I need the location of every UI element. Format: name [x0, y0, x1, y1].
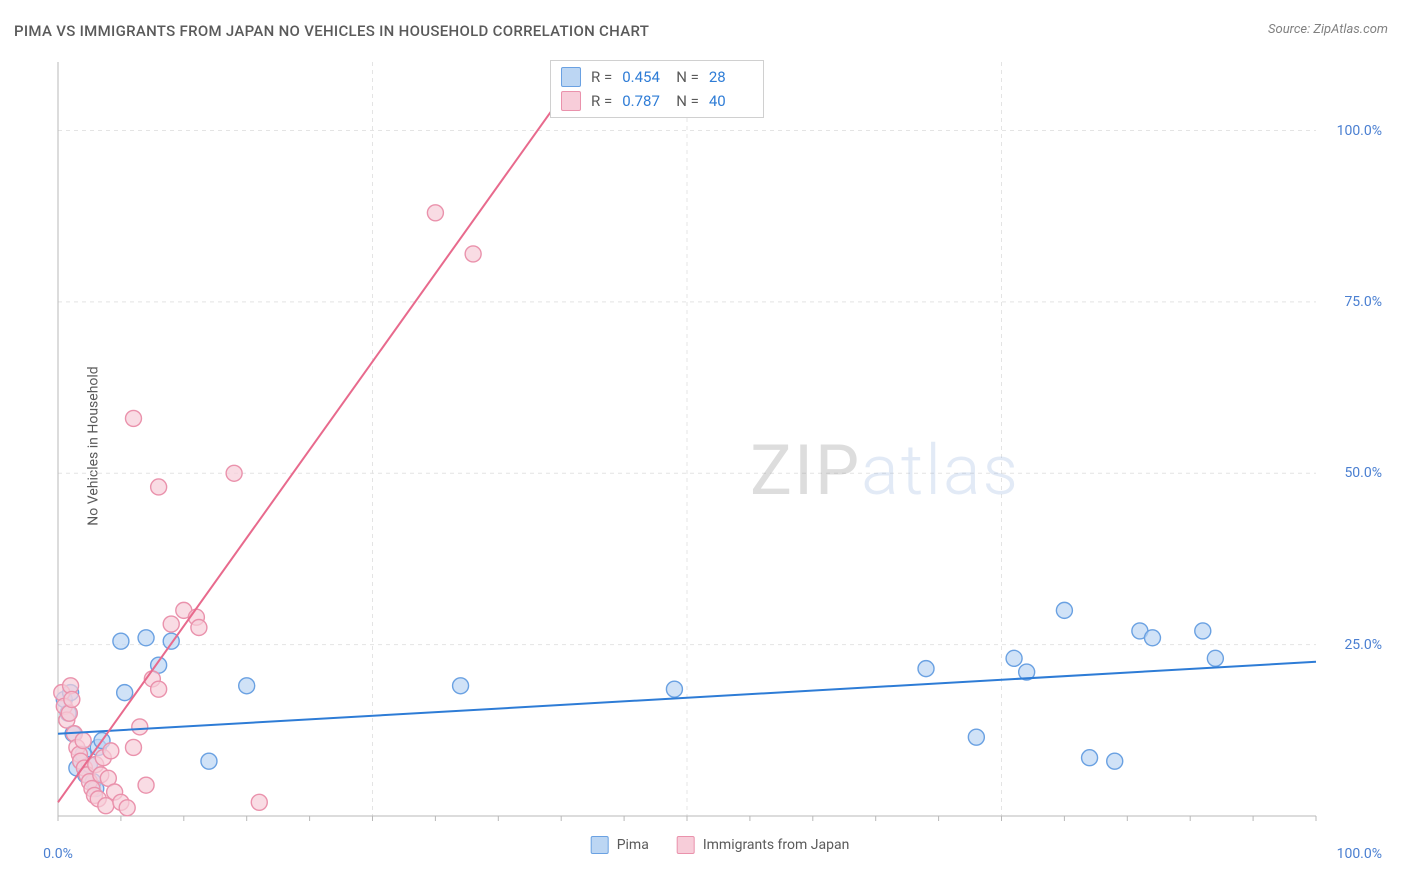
source-attribution: Source: ZipAtlas.com [1268, 22, 1388, 37]
y-axis-tick: 100.0% [1337, 123, 1382, 139]
legend-label: Pima [617, 837, 649, 853]
stat-n-value: 28 [709, 68, 753, 86]
legend-item: Pima [591, 836, 649, 854]
legend-label: Immigrants from Japan [703, 837, 849, 853]
legend-swatch [677, 836, 695, 854]
chart-legend: Pima Immigrants from Japan [591, 836, 850, 854]
stat-r-label: R = [591, 92, 612, 110]
stat-n-label: N = [676, 92, 699, 110]
stat-r-value: 0.787 [622, 92, 666, 110]
x-axis-tick-min: 0.0% [43, 846, 73, 862]
chart-plot-area: R = 0.454 N = 28 R = 0.787 N = 40 ZIPatl… [50, 50, 1390, 860]
y-axis-tick: 25.0% [1344, 637, 1382, 653]
stat-n-value: 40 [709, 92, 753, 110]
legend-item: Immigrants from Japan [677, 836, 849, 854]
y-axis-tick: 75.0% [1344, 294, 1382, 310]
series-swatch [561, 91, 581, 111]
chart-title: PIMA VS IMMIGRANTS FROM JAPAN NO VEHICLE… [14, 22, 649, 40]
correlation-stats-box: R = 0.454 N = 28 R = 0.787 N = 40 [550, 60, 764, 118]
y-axis-tick: 50.0% [1344, 465, 1382, 481]
series-swatch [561, 67, 581, 87]
stat-r-label: R = [591, 68, 612, 86]
x-axis-tick-max: 100.0% [1337, 846, 1382, 862]
scatter-chart-svg [50, 50, 1390, 860]
stat-row: R = 0.787 N = 40 [561, 91, 753, 111]
stat-n-label: N = [676, 68, 699, 86]
stat-r-value: 0.454 [622, 68, 666, 86]
legend-swatch [591, 836, 609, 854]
stat-row: R = 0.454 N = 28 [561, 67, 753, 87]
